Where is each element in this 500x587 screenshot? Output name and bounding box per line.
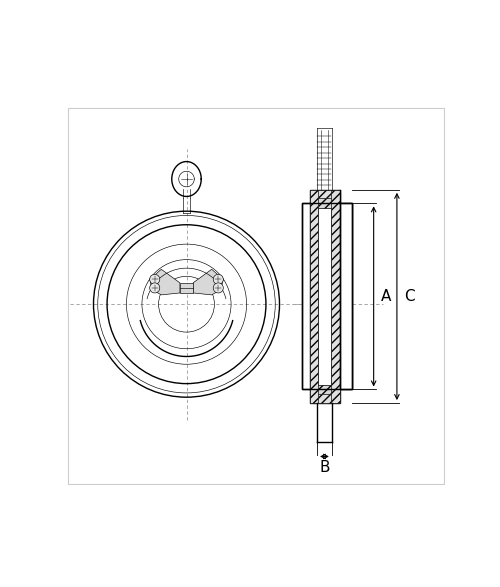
Circle shape [150,274,160,285]
Bar [318,394,331,403]
Bar [310,190,318,403]
Polygon shape [150,269,180,295]
Bar [318,208,331,385]
Bar [318,190,331,198]
Circle shape [150,283,160,293]
Text: C: C [404,289,414,304]
Circle shape [213,274,224,285]
Text: A: A [380,289,391,304]
Polygon shape [193,269,224,295]
Circle shape [213,283,224,293]
Bar [302,204,352,389]
Bar [180,283,193,293]
Bar [302,204,352,389]
Bar [310,190,340,403]
Bar [331,190,340,403]
Bar [340,204,352,389]
Bar [318,198,331,208]
Text: B: B [319,460,330,475]
Bar [318,385,331,394]
